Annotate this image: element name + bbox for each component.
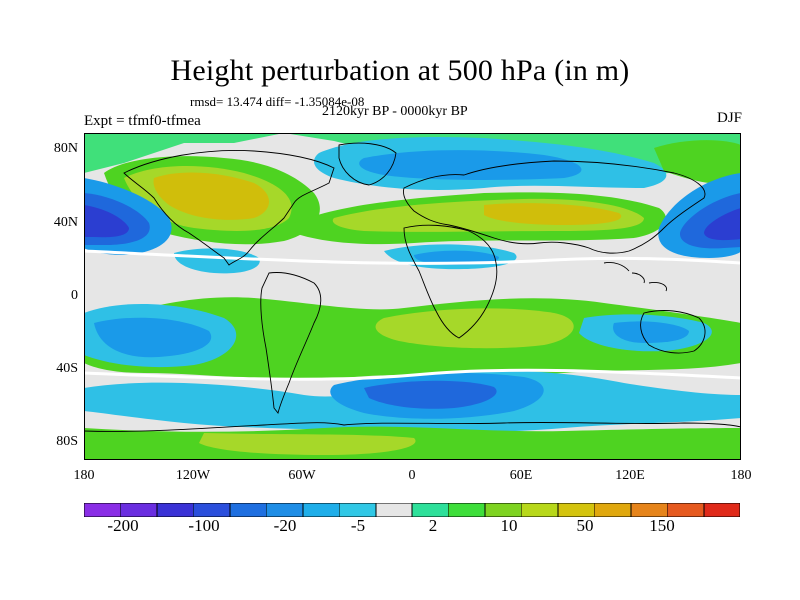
stats-line: rmsd= 13.474 diff= -1.35084e-08: [190, 94, 365, 109]
legend-label-neg100: -100: [188, 516, 220, 535]
legend-swatch: [448, 503, 486, 517]
trop-pacific-neg: [174, 248, 260, 274]
x-tick-60w: 60W: [288, 468, 316, 483]
experiment-label: Expt = tfmf0-tfmea: [84, 113, 201, 129]
antarctic-pos-mid: [199, 433, 416, 455]
legend-swatch: [703, 503, 741, 517]
map-frame: [84, 133, 741, 460]
legend-label-50: 50: [576, 516, 594, 535]
y-tick-80n: 80N: [53, 141, 78, 156]
x-tick-120w: 120W: [175, 468, 211, 483]
y-tick-0: 0: [71, 288, 78, 303]
se-asia-islands: [603, 262, 667, 292]
x-tick-60e: 60E: [509, 468, 533, 483]
legend-swatch: [557, 503, 595, 517]
legend-swatch: [229, 503, 267, 517]
legend-swatch: [302, 503, 340, 517]
legend-swatch: [120, 503, 158, 517]
legend-swatch: [156, 503, 194, 517]
eurasia-coast: [403, 160, 706, 254]
x-tick-180e: 180: [730, 468, 752, 483]
north-atlantic-neg-core: [359, 150, 582, 180]
period-label: 2120kyr BP - 0000kyr BP: [322, 104, 468, 119]
legend-swatch: [375, 503, 413, 517]
x-tick-120e: 120E: [615, 468, 645, 483]
pacific-low-east-center: [704, 208, 741, 241]
legend-label-10: 10: [500, 516, 518, 535]
eurasia-pos-core: [484, 203, 622, 225]
legend-label-neg200: -200: [107, 516, 139, 535]
legend-swatch: [521, 503, 559, 517]
africa-coast: [403, 224, 498, 339]
season-label: DJF: [716, 110, 742, 126]
antarctica-coast: [84, 421, 741, 432]
legend-label-150: 150: [649, 516, 675, 535]
legend-swatch: [412, 503, 449, 517]
legend-swatch: [484, 503, 522, 517]
x-tick-180w: 180: [73, 468, 95, 483]
indian-ocean-neg-core: [613, 321, 689, 343]
legend-swatch: [630, 503, 668, 517]
legend-label-neg20: -20: [273, 516, 297, 535]
legend-swatch: [193, 503, 231, 517]
legend-swatch: [339, 503, 377, 517]
coastlines: [84, 142, 741, 432]
figure-title: Height perturbation at 500 hPa (in m): [170, 54, 630, 87]
south-atlantic-pos: [375, 308, 574, 349]
southern-ocean-neg-center: [364, 380, 497, 409]
australia-coast: [640, 310, 706, 354]
x-tick-0: 0: [408, 468, 416, 483]
y-tick-40s: 40S: [56, 361, 78, 376]
legend-swatch: [84, 503, 121, 517]
height-anomaly-map: [84, 133, 741, 460]
zero-line-north: [84, 249, 741, 265]
south-america-coast: [260, 272, 322, 414]
y-tick-40n: 40N: [53, 215, 78, 230]
legend-swatch: [667, 503, 705, 517]
greenland-coast: [338, 142, 397, 186]
legend-label-neg5: -5: [350, 516, 366, 535]
se-pacific-neg-core: [94, 317, 212, 358]
pacific-low-west-center: [84, 205, 129, 238]
north-america-pos-core: [153, 172, 269, 220]
y-tick-80s: 80S: [56, 434, 78, 449]
legend-swatch: [266, 503, 304, 517]
map-panel: [84, 133, 741, 460]
legend-label-2: 2: [428, 516, 438, 535]
north-america-coast: [123, 150, 335, 266]
zero-line-south: [84, 368, 741, 381]
legend-swatch: [594, 503, 632, 517]
